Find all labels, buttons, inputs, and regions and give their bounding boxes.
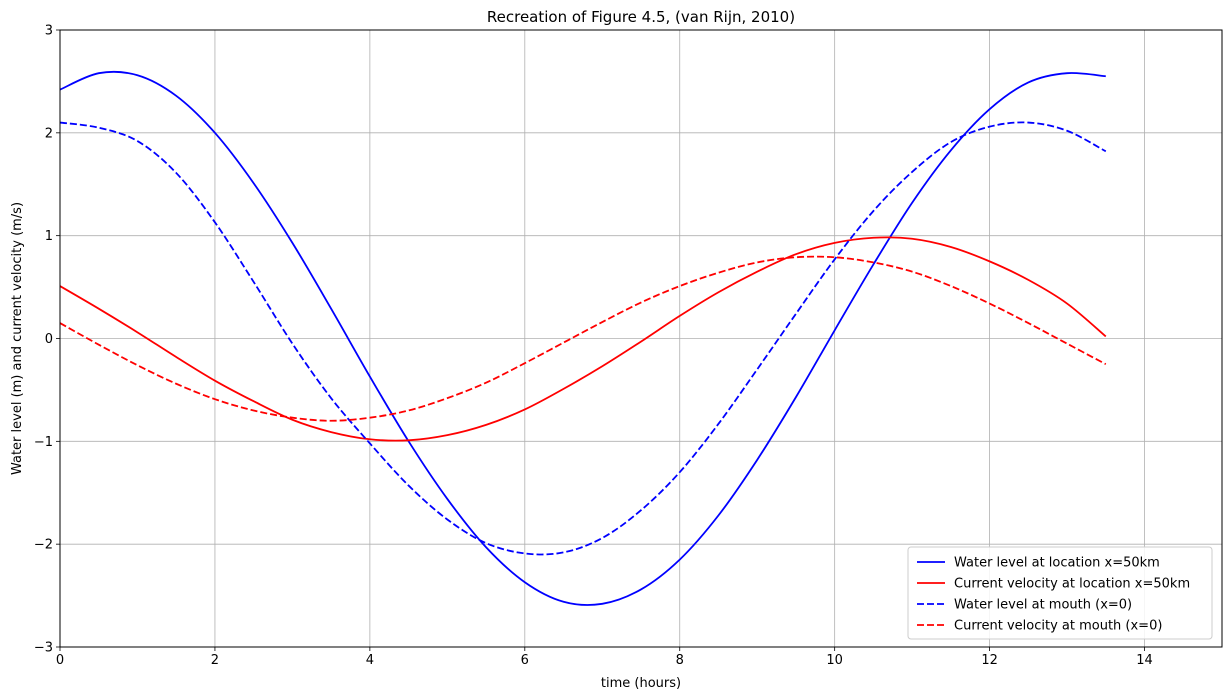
- y-tick-label: −3: [34, 641, 53, 656]
- x-tick-label: 8: [676, 653, 684, 668]
- x-tick-label: 0: [56, 653, 64, 668]
- y-tick-label: −2: [34, 538, 53, 553]
- y-tick-label: 0: [45, 332, 53, 347]
- y-tick-label: 1: [45, 229, 53, 244]
- x-tick-label: 2: [211, 653, 219, 668]
- legend-label: Water level at location x=50km: [954, 556, 1160, 571]
- legend-box: [907, 546, 1213, 640]
- y-tick-label: 3: [45, 24, 53, 39]
- y-tick-label: −1: [34, 435, 53, 450]
- legend-label: Current velocity at location x=50km: [954, 577, 1190, 592]
- series-line-2: [59, 236, 1107, 442]
- series-line-1: [59, 70, 1106, 606]
- series-line-3: [59, 121, 1107, 556]
- legend-label: Water level at mouth (x=0): [954, 598, 1132, 613]
- x-tick-label: 10: [826, 653, 843, 668]
- x-tick-label: 14: [1136, 653, 1153, 668]
- x-tick-label: 6: [521, 653, 529, 668]
- x-axis-label: time (hours): [601, 676, 681, 691]
- y-axis-label: Water level (m) and current velocity (m/…: [10, 202, 25, 475]
- grid-lines: [59, 29, 1222, 648]
- y-tick-label: 2: [45, 126, 53, 141]
- series-line-4: [59, 255, 1107, 422]
- series-lines: [59, 70, 1107, 606]
- x-tick-label: 12: [981, 653, 998, 668]
- x-tick-label: 4: [366, 653, 374, 668]
- chart-title: Recreation of Figure 4.5, (van Rijn, 201…: [487, 8, 795, 26]
- legend: Water level at location x=50km Current ve…: [907, 546, 1213, 640]
- legend-label: Current velocity at mouth (x=0): [954, 619, 1162, 634]
